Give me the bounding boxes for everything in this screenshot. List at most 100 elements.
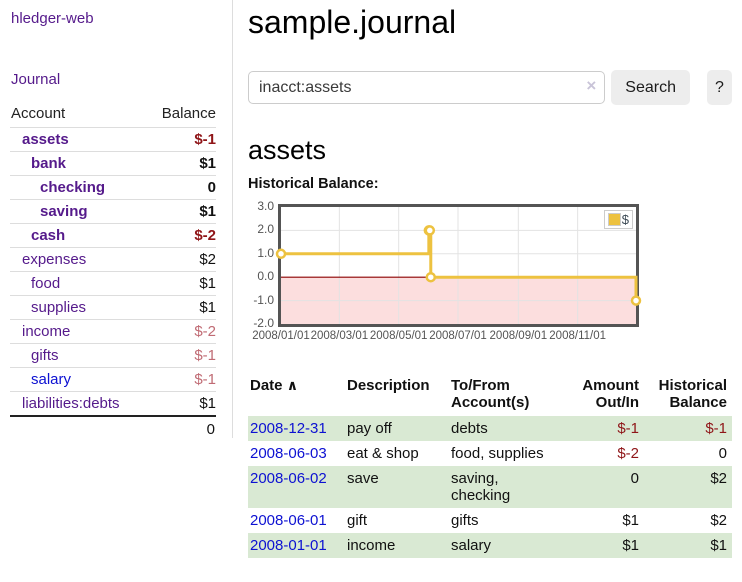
account-balance: $1: [146, 151, 216, 176]
register-row: 2008-01-01 income salary $1 $1: [248, 533, 732, 558]
accounts-header-account: Account: [11, 105, 66, 122]
transaction-date-link[interactable]: 2008-12-31: [250, 420, 327, 437]
y-axis-tick-label: 0.0: [257, 269, 274, 284]
register-date-cell: 2008-06-01: [248, 508, 347, 533]
sidebar: hledger-web Journal Account Balance asse…: [0, 0, 233, 442]
register-amount-cell: 0: [630, 470, 639, 487]
accounts-total-spacer: [10, 415, 147, 442]
account-link-salary[interactable]: salary: [31, 371, 72, 388]
register-header-balance: Historical Balance: [658, 377, 727, 411]
account-cell: saving: [10, 199, 147, 224]
transaction-date-link[interactable]: 2008-06-02: [250, 470, 327, 487]
account-link-saving[interactable]: saving: [40, 203, 88, 220]
historical-balance-chart[interactable]: 3.0 2.0 1.0 0.0 -1.0 -2.0 $ 2008/01/01 2008/03…: [248, 199, 732, 352]
account-link-cash[interactable]: cash: [31, 227, 66, 244]
account-row: gifts $-1: [10, 343, 216, 368]
account-balance: $-2: [146, 223, 216, 248]
y-axis-tick-label: 1.0: [257, 245, 274, 260]
register-amount-cell: $-2: [617, 445, 639, 462]
account-link-bank[interactable]: bank: [31, 155, 67, 172]
brand-link[interactable]: hledger-web: [11, 10, 94, 27]
account-row: checking 0: [10, 175, 216, 200]
transaction-date-link[interactable]: 2008-01-01: [250, 537, 327, 554]
register-amount-cell: $1: [622, 512, 639, 529]
transaction-date-link[interactable]: 2008-06-03: [250, 445, 327, 462]
account-balance: $1: [146, 295, 216, 320]
account-balance: $1: [146, 391, 216, 416]
register-date-cell: 2008-01-01: [248, 533, 347, 558]
register-accounts-cell: saving, checking: [451, 470, 511, 504]
account-row: income $-2: [10, 319, 216, 344]
accounts-total-value: 0: [146, 415, 216, 442]
page-title: sample.journal: [248, 4, 457, 40]
chart-plot-area[interactable]: $: [275, 204, 642, 327]
account-link-checking[interactable]: checking: [40, 179, 106, 196]
account-row: food $1: [10, 271, 216, 296]
register-header-row: Date ∧ Description To/From Account(s) Am…: [248, 374, 732, 416]
account-balance: $-1: [146, 367, 216, 392]
accounts-header-balance: Balance: [161, 105, 216, 122]
account-link-food[interactable]: food: [31, 275, 61, 292]
clear-search-icon[interactable]: ×: [586, 76, 597, 95]
account-link-liabilities-debts[interactable]: liabilities:debts: [22, 395, 120, 412]
y-axis-tick-label: -1.0: [253, 292, 274, 307]
account-cell: supplies: [10, 295, 147, 320]
account-cell: assets: [10, 127, 147, 152]
register-description-cell: income: [347, 537, 396, 554]
account-balance: $1: [146, 271, 216, 296]
register-balance-cell: $1: [710, 537, 727, 554]
accounts-table-header: Account Balance: [10, 101, 216, 128]
register-date-cell: 2008-06-03: [248, 441, 347, 466]
register-balance-cell: $-1: [705, 420, 727, 437]
search-input-wrap: ×: [248, 71, 606, 104]
account-cell: liabilities:debts: [10, 391, 147, 416]
account-balance: $-1: [146, 127, 216, 152]
register-description-cell: eat & shop: [347, 445, 419, 462]
legend-swatch-icon: [607, 213, 621, 226]
x-axis-tick-label: 2008/01/01: [252, 330, 310, 342]
register-description-cell: save: [347, 470, 379, 487]
register-accounts-cell: food, supplies: [451, 445, 544, 462]
register-header-amount: Amount Out/In: [582, 377, 639, 411]
register-accounts-cell: salary: [451, 537, 492, 554]
register-row: 2008-12-31 pay off debts $-1 $-1: [248, 416, 732, 441]
account-balance: 0: [146, 175, 216, 200]
register-description-cell: pay off: [347, 420, 392, 437]
x-axis-tick-label: 2008/11/01: [549, 330, 606, 342]
register-balance-cell: 0: [718, 445, 727, 462]
search-button[interactable]: Search: [611, 70, 690, 105]
account-cell: cash: [10, 223, 147, 248]
register-date-cell: 2008-12-31: [248, 416, 347, 441]
register-table: Date ∧ Description To/From Account(s) Am…: [248, 374, 732, 558]
sidebar-item-journal[interactable]: Journal: [11, 71, 61, 88]
account-link-assets[interactable]: assets: [22, 131, 69, 148]
y-axis-tick-label: 2.0: [257, 222, 274, 237]
register-date-cell: 2008-06-02: [248, 466, 347, 508]
register-header-description: Description: [347, 377, 430, 394]
register-header-accounts: To/From Account(s): [451, 377, 530, 411]
account-row: liabilities:debts $1: [10, 391, 216, 416]
account-row: assets $-1: [10, 127, 216, 152]
account-link-gifts[interactable]: gifts: [31, 347, 59, 364]
register-accounts-cell: gifts: [451, 512, 479, 529]
transaction-date-link[interactable]: 2008-06-01: [250, 512, 327, 529]
register-balance-cell: $2: [710, 470, 727, 487]
help-button[interactable]: ?: [706, 70, 732, 105]
register-row: 2008-06-03 eat & shop food, supplies $-2 0: [248, 441, 732, 466]
account-cell: checking: [10, 175, 147, 200]
account-balance: $-2: [146, 319, 216, 344]
account-cell: income: [10, 319, 147, 344]
account-link-income[interactable]: income: [22, 323, 71, 340]
y-axis-tick-label: -2.0: [253, 316, 274, 330]
account-link-supplies[interactable]: supplies: [31, 299, 87, 316]
search-input[interactable]: [248, 71, 606, 104]
account-balance: $2: [146, 247, 216, 272]
account-link-expenses[interactable]: expenses: [22, 251, 87, 268]
x-axis-tick-label: 2008/05/01: [369, 330, 428, 342]
y-axis-tick-label: 3.0: [257, 199, 274, 213]
accounts-table: Account Balance assets $-1 bank $1 checking 0…: [10, 101, 216, 442]
account-cell: gifts: [10, 343, 147, 368]
register-header-date[interactable]: Date ∧: [248, 374, 347, 416]
register-description-cell: gift: [347, 512, 368, 529]
account-cell: bank: [10, 151, 147, 176]
